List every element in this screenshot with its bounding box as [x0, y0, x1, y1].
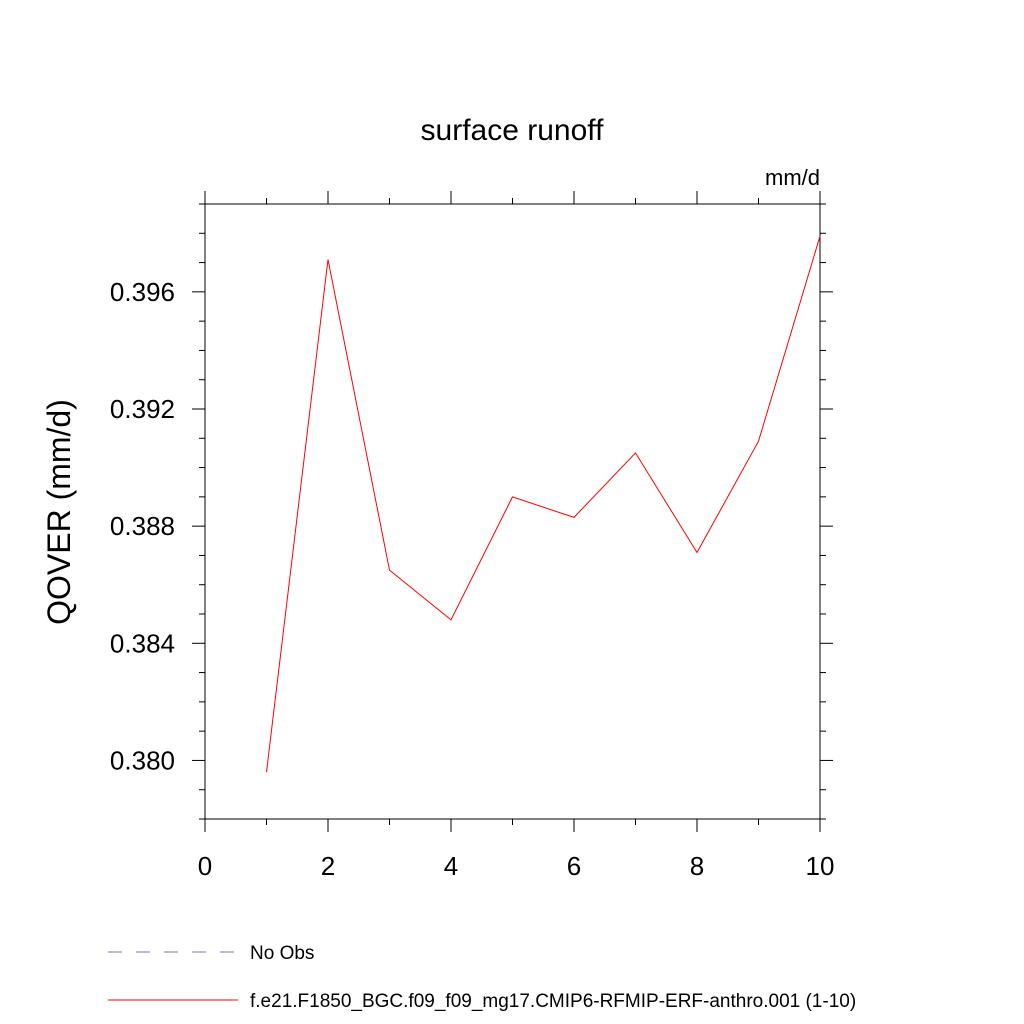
- legend: No Obs f.e21.F1850_BGC.f09_f09_mg17.CMIP6…: [108, 943, 856, 1012]
- x-tick-label: 8: [690, 851, 704, 881]
- chart-title: surface runoff: [421, 114, 605, 147]
- x-tick-label: 2: [321, 851, 335, 881]
- y-tick-labels: 0.380 0.384 0.388 0.392 0.396: [110, 277, 175, 776]
- y-tick-label: 0.384: [110, 628, 175, 658]
- units-label: mm/d: [765, 165, 820, 190]
- y-axis-label: QOVER (mm/d): [41, 399, 77, 625]
- y-tick-label: 0.396: [110, 277, 175, 307]
- y-tick-label: 0.388: [110, 511, 175, 541]
- x-tick-label: 4: [444, 851, 458, 881]
- series-layer: [266, 236, 821, 773]
- x-tick-label: 10: [806, 851, 835, 881]
- x-tick-labels: 0 2 4 6 8 10: [198, 851, 835, 881]
- legend-label: No Obs: [250, 943, 314, 964]
- y-tick-label: 0.392: [110, 394, 175, 424]
- y-tick-label: 0.380: [110, 745, 175, 775]
- x-tick-label: 0: [198, 851, 212, 881]
- legend-label: f.e21.F1850_BGC.f09_f09_mg17.CMIP6-RFMIP…: [250, 991, 856, 1012]
- axis-ticks: [192, 191, 833, 832]
- plot-frame: [204, 203, 821, 820]
- x-tick-label: 6: [567, 851, 581, 881]
- series-line: [266, 236, 821, 773]
